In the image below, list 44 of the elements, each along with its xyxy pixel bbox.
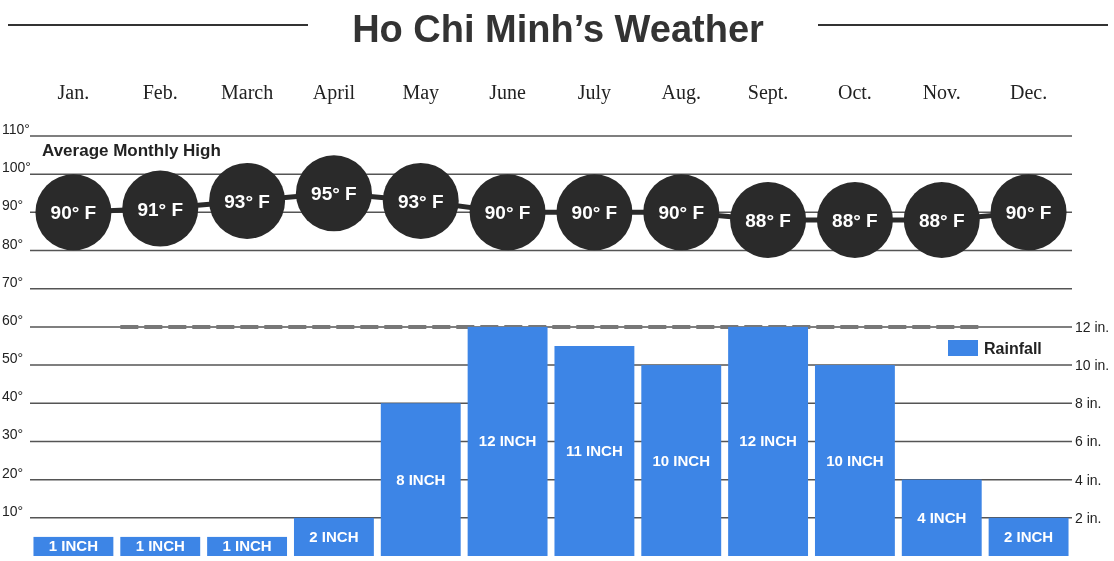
data-label: 12 INCH — [478, 432, 537, 450]
y2-tick-label: 8 in. — [1075, 395, 1102, 412]
y-tick-label: 10° — [2, 502, 24, 519]
x-tick-label: Jan. — [57, 81, 90, 103]
y-tick-label: 50° — [2, 350, 24, 367]
y-tick-label: 110° — [2, 121, 30, 137]
x-tick-label: Aug. — [661, 81, 701, 104]
y2-tick-label: 12 in. — [1075, 318, 1110, 335]
data-label: 12 INCH — [739, 432, 797, 450]
y2-tick-label: 6 in. — [1075, 433, 1102, 450]
x-tick-label: March — [220, 81, 274, 103]
y-tick-label: 80° — [2, 235, 24, 252]
x-tick-label: Feb. — [142, 81, 178, 103]
y-tick-label: 60° — [2, 311, 24, 328]
x-tick-label: July — [577, 81, 612, 104]
x-tick-label: April — [312, 81, 356, 104]
y2-tick-label: 4 in. — [1075, 471, 1102, 488]
y-tick-label: 90° — [2, 197, 24, 214]
legend-label: Rainfall — [984, 340, 1042, 357]
y-tick-label: 20° — [2, 464, 24, 481]
data-label: 1 INCH — [48, 537, 99, 555]
data-label: 2 INCH — [1003, 527, 1054, 545]
y-tick-label: 70° — [2, 273, 24, 290]
data-label: 11 INCH — [566, 442, 623, 459]
data-label: 1 INCH — [135, 537, 185, 555]
x-tick-label: Nov. — [922, 81, 961, 103]
chart-title: Ho Chi Minh’s Weather — [352, 8, 765, 50]
x-tick-label: June — [489, 81, 527, 103]
data-label: 4 INCH — [917, 508, 967, 526]
data-label: 8 INCH — [396, 470, 446, 488]
data-label: 1 INCH — [222, 537, 272, 555]
x-tick-label: May — [402, 81, 440, 104]
x-tick-label: Dec. — [1009, 81, 1048, 103]
x-tick-label: Oct. — [837, 81, 872, 103]
y-tick-label: 100° — [2, 159, 31, 176]
data-label: 10 INCH — [826, 451, 884, 469]
text: Average Monthly High — [42, 141, 221, 160]
y2-tick-label: 10 in. — [1075, 357, 1110, 374]
x-tick-label: Sept. — [747, 81, 789, 104]
y-tick-label: 40° — [2, 388, 24, 405]
data-label: 10 INCH — [652, 451, 711, 469]
y2-tick-label: 2 in. — [1075, 509, 1102, 526]
data-label: 2 INCH — [309, 527, 359, 545]
y-tick-label: 30° — [2, 426, 24, 443]
